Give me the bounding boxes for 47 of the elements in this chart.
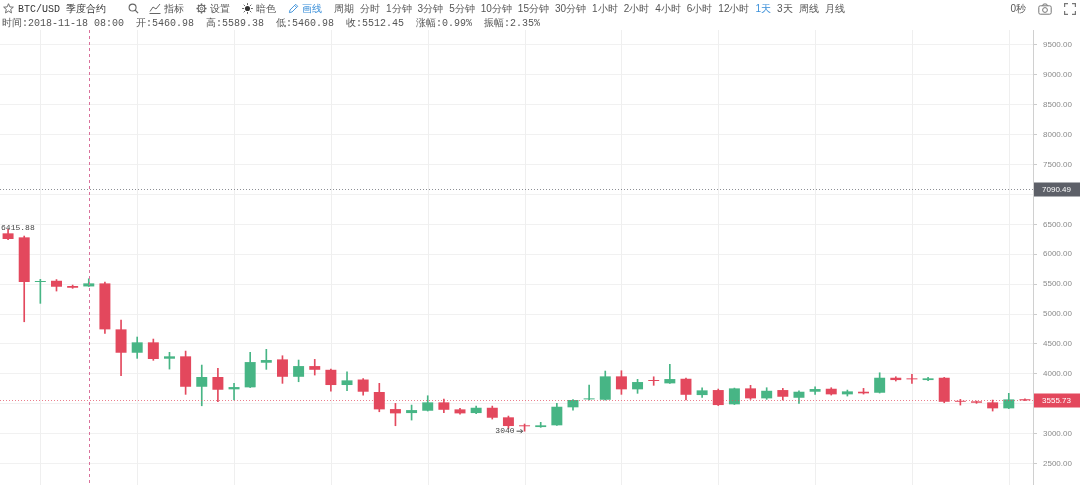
y-tick-label: 2500.00 bbox=[1043, 458, 1073, 468]
text: 画线 bbox=[302, 1, 323, 16]
text: 30分钟 bbox=[554, 1, 587, 16]
text: 指标 bbox=[164, 1, 185, 16]
text: 2小时 bbox=[623, 1, 650, 16]
candlestick bbox=[664, 364, 676, 384]
y-tick-label: 9000.00 bbox=[1043, 70, 1073, 80]
y-tick-label: 5000.00 bbox=[1043, 309, 1073, 319]
candlestick bbox=[260, 349, 272, 370]
ref-line-label: 3555.73 bbox=[1042, 395, 1072, 405]
text: 3分钟 bbox=[417, 1, 444, 16]
chart-title: BTC/USD 季度合约 bbox=[18, 2, 107, 16]
text: 3天 bbox=[777, 1, 793, 16]
candlestick bbox=[583, 384, 595, 401]
text: 0秒 bbox=[1010, 1, 1026, 16]
text: 月线 bbox=[824, 1, 845, 16]
y-tick-label: 8000.00 bbox=[1043, 129, 1073, 139]
chart-subtitle: 时间:2018-11-18 08:00 开:5460.98 高:5589.38 低:5460.98 收:5512.45 涨幅:0.99% 振幅:2.35% bbox=[2, 17, 541, 30]
candlestick bbox=[341, 371, 353, 392]
text: 4小时 bbox=[655, 1, 681, 16]
text: 15分钟 bbox=[517, 1, 549, 16]
annotation: 3040 bbox=[495, 426, 515, 436]
text: 1小时 bbox=[592, 1, 618, 16]
text: 10分钟 bbox=[480, 1, 512, 16]
annotation: 6415.88 bbox=[1, 223, 35, 233]
text: 12小时 bbox=[718, 1, 750, 16]
text: 分时 bbox=[360, 1, 381, 16]
y-tick-label: 7500.00 bbox=[1043, 159, 1073, 169]
y-tick-label: 8500.00 bbox=[1043, 99, 1073, 109]
text: 周线 bbox=[798, 1, 819, 16]
text: 5分钟 bbox=[449, 1, 475, 16]
y-tick-label: 4000.00 bbox=[1043, 368, 1073, 378]
y-tick-label: 3000.00 bbox=[1043, 428, 1073, 438]
candlestick bbox=[648, 376, 660, 386]
y-tick-label: 6500.00 bbox=[1043, 219, 1073, 229]
ref-line-label: 7090.49 bbox=[1042, 184, 1072, 194]
text: 6小时 bbox=[686, 1, 713, 16]
text: 1分钟 bbox=[386, 1, 412, 16]
candlestick bbox=[906, 374, 918, 384]
text: 暗色 bbox=[256, 1, 277, 16]
text: 1天 bbox=[755, 1, 772, 16]
y-tick-label: 4500.00 bbox=[1043, 339, 1073, 349]
y-tick-label: 6000.00 bbox=[1043, 249, 1073, 259]
text: 周期 bbox=[334, 1, 355, 16]
y-tick-label: 5500.00 bbox=[1043, 279, 1073, 289]
y-tick-label: 9500.00 bbox=[1043, 40, 1073, 50]
text: 设置 bbox=[210, 1, 231, 16]
